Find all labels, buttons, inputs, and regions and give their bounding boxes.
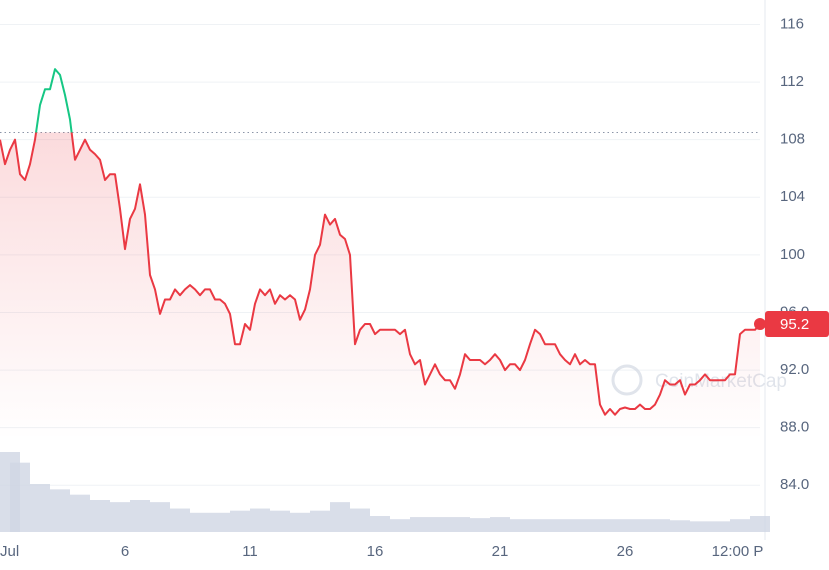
x-tick-label: Jul xyxy=(0,543,19,560)
last-point xyxy=(754,318,766,330)
volume-bar xyxy=(530,519,550,532)
volume-bar xyxy=(550,519,570,532)
volume-bar xyxy=(730,519,750,532)
volume-bar xyxy=(670,520,690,532)
watermark-logo xyxy=(611,364,643,396)
volume-bar xyxy=(650,519,670,532)
y-tick-label: 108 xyxy=(780,131,805,148)
volume-bar xyxy=(130,500,150,532)
volume-bar xyxy=(250,508,270,532)
price-tag xyxy=(765,311,829,337)
volume-bar xyxy=(470,518,490,532)
price-tag-label: 95.2 xyxy=(780,316,809,333)
y-tick-label: 116 xyxy=(780,15,804,32)
volume-bar xyxy=(490,517,510,532)
volume-bar xyxy=(410,517,430,532)
volume-bar xyxy=(170,508,190,532)
y-tick-label: 100 xyxy=(780,246,805,263)
volume-bar xyxy=(10,462,30,532)
volume-bar xyxy=(610,519,630,532)
volume-bar xyxy=(190,512,210,532)
x-tick-label: 21 xyxy=(492,543,509,560)
volume-bar xyxy=(370,516,390,532)
volume-bar xyxy=(570,519,590,532)
x-tick-label: 16 xyxy=(367,543,384,560)
volume-bar xyxy=(150,502,170,532)
volume-bar xyxy=(590,519,610,532)
volume-bar xyxy=(310,510,330,532)
volume-bar xyxy=(210,512,230,532)
x-tick-label: 6 xyxy=(121,543,129,560)
volume-bar xyxy=(450,517,470,532)
volume-bar xyxy=(630,519,650,532)
x-tick-label: 11 xyxy=(242,543,258,560)
y-tick-label: 104 xyxy=(780,188,805,205)
volume-bar xyxy=(30,484,50,532)
y-tick-label: 84.0 xyxy=(780,476,809,493)
price-area xyxy=(0,132,760,440)
y-tick-label: 88.0 xyxy=(780,419,809,436)
volume-bar xyxy=(750,516,770,532)
volume-bar xyxy=(290,512,310,532)
volume-bar xyxy=(90,500,110,532)
y-tick-label: 112 xyxy=(780,73,804,90)
volume-bar xyxy=(70,494,90,532)
volume-bar xyxy=(510,519,530,532)
volume-bar xyxy=(710,521,730,532)
volume-bar xyxy=(230,510,250,532)
price-line xyxy=(0,132,761,416)
volume-bar xyxy=(50,489,70,532)
volume-bar xyxy=(690,521,710,532)
volume-bar xyxy=(390,519,410,532)
x-tick-label: 26 xyxy=(617,543,634,560)
x-tick-label: 12:00 P xyxy=(712,543,764,560)
y-tick-label: 92.0 xyxy=(780,361,809,378)
volume-bar xyxy=(350,508,370,532)
volume-bar xyxy=(430,517,450,532)
volume-bar xyxy=(110,502,130,532)
volume-bar xyxy=(330,502,350,532)
volume-bar xyxy=(270,510,290,532)
